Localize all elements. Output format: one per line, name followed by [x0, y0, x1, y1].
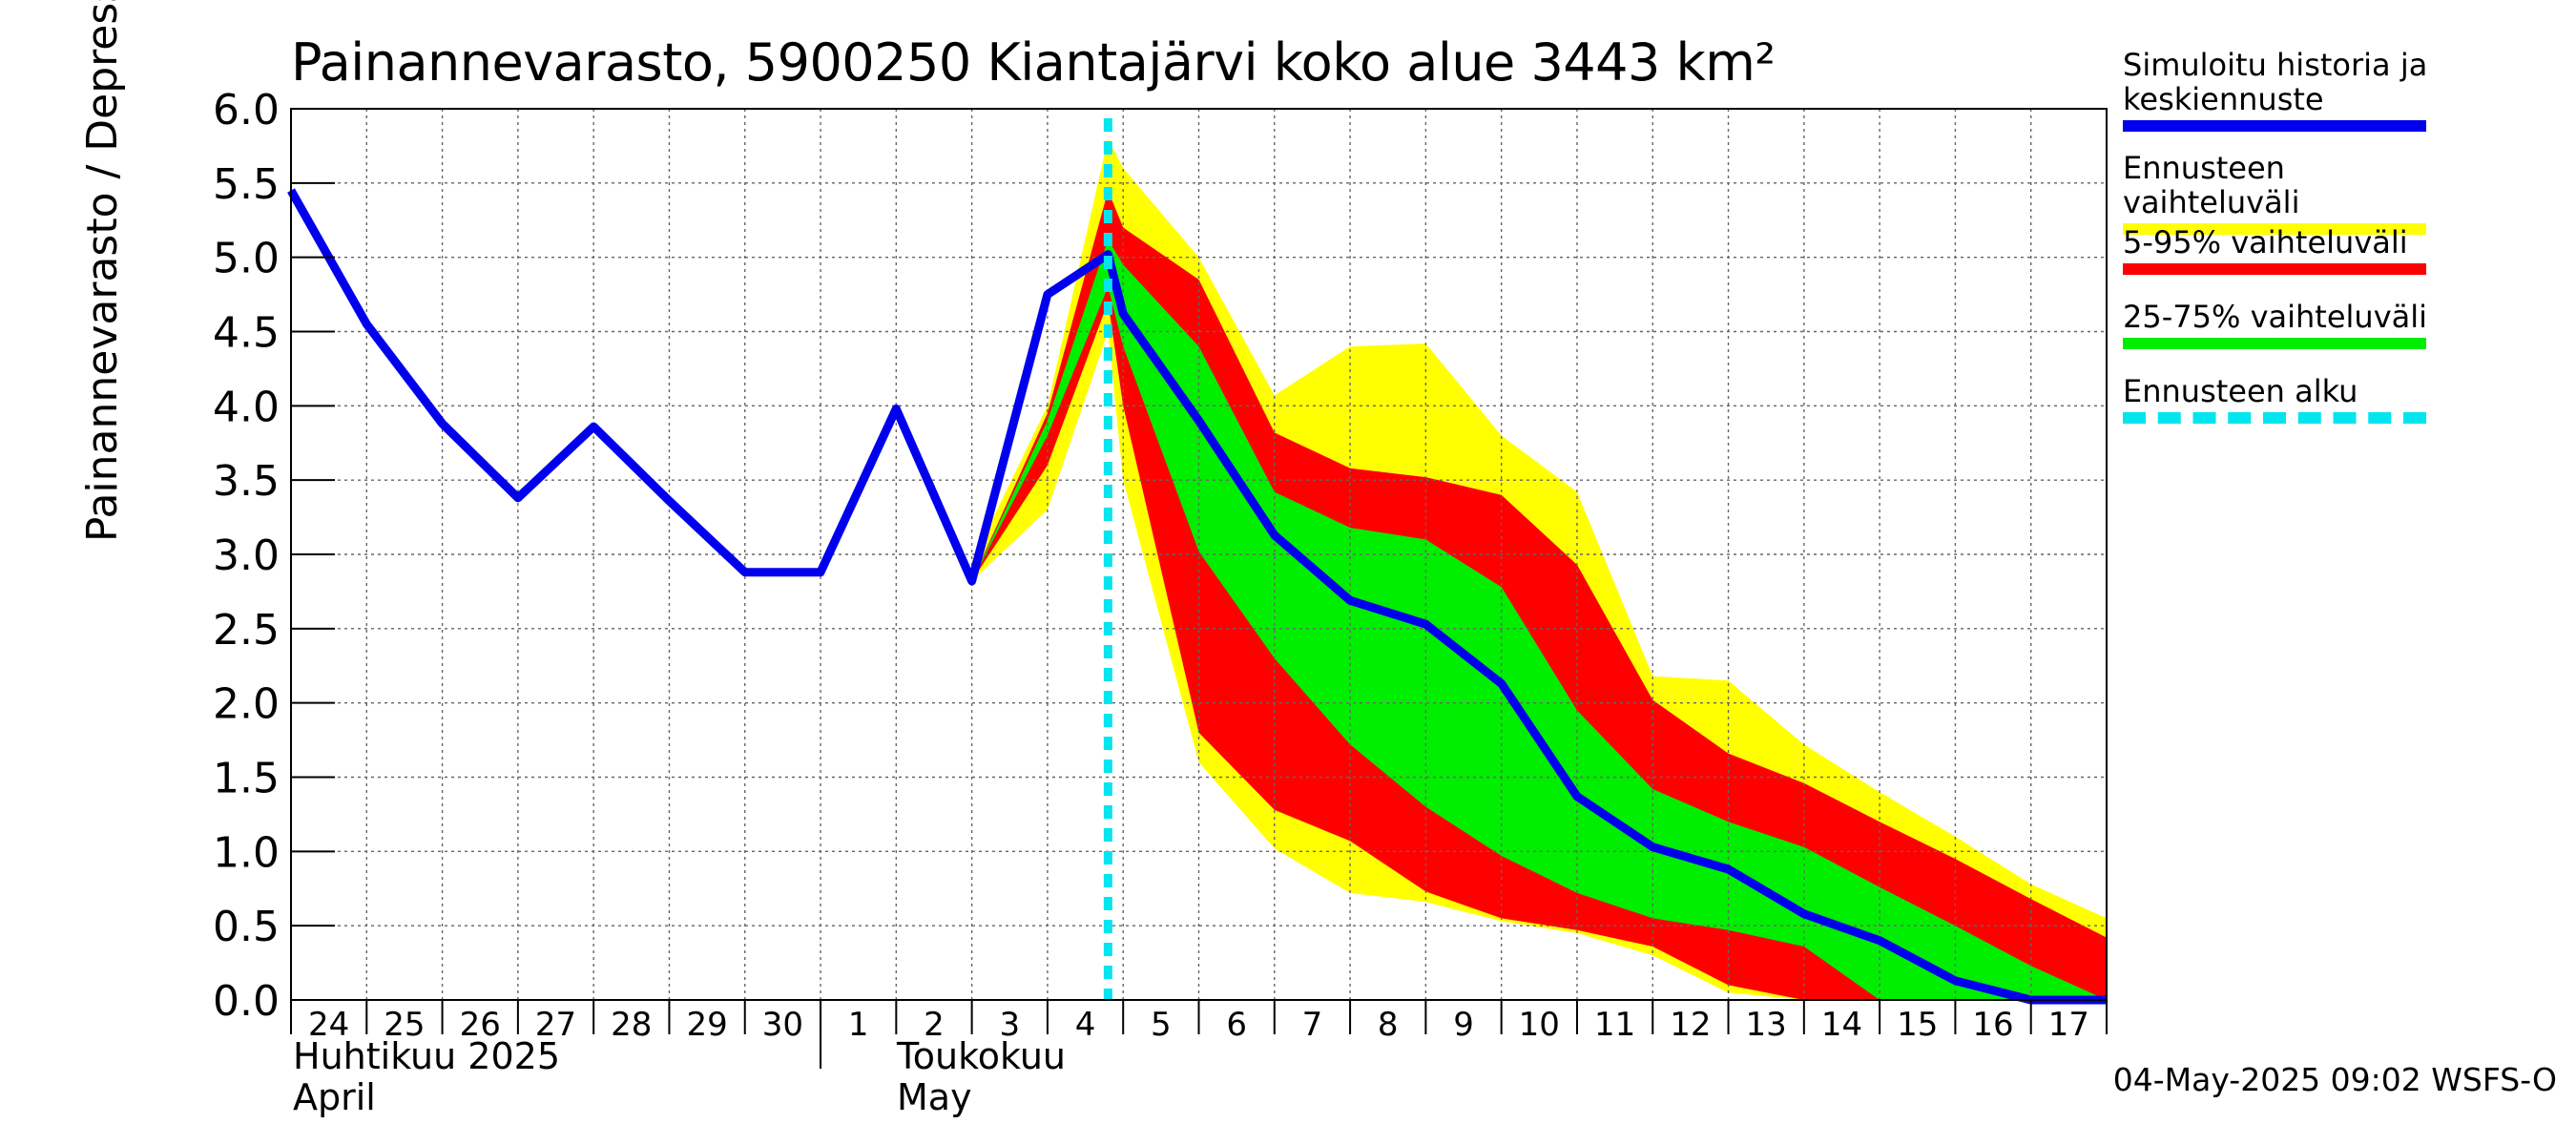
- x-tick-label: 8: [1378, 1006, 1399, 1044]
- month-label-april-fi: Huhtikuu 2025: [293, 1035, 560, 1077]
- band-5-95: [971, 190, 2107, 1001]
- grid-lines: [291, 109, 2107, 1000]
- legend-swatch-range: [2123, 223, 2426, 235]
- x-tick-label: 24: [308, 1006, 349, 1044]
- x-tick-label: 9: [1453, 1006, 1474, 1044]
- legend-label-range: Ennusteen vaihteluväli: [2123, 150, 2300, 220]
- legend-swatch-25-75: [2123, 338, 2426, 349]
- x-tick-label: 2: [924, 1006, 945, 1044]
- month-label-may-en: May: [897, 1076, 972, 1118]
- legend-item-25-75: 25-75% vaihteluväli: [2123, 300, 2447, 374]
- y-tick-label: 1.5: [213, 755, 280, 803]
- y-tick-label: 1.0: [213, 828, 280, 877]
- x-tick-label: 1: [848, 1006, 869, 1044]
- x-tick-label: 25: [384, 1006, 425, 1044]
- y-tick-label: 3.0: [213, 531, 280, 580]
- y-tick-label: 4.0: [213, 383, 280, 431]
- chart-title: Painannevarasto, 5900250 Kiantajärvi kok…: [291, 32, 1776, 93]
- x-tick-label: 29: [686, 1006, 727, 1044]
- y-tick-label: 2.0: [213, 680, 280, 729]
- x-tick-label: 11: [1594, 1006, 1635, 1044]
- series-line-mean: [287, 188, 2107, 1005]
- y-tick-label: 3.5: [213, 457, 280, 506]
- x-tick-label: 5: [1151, 1006, 1172, 1044]
- x-tick-label: 26: [460, 1006, 501, 1044]
- legend-item-5-95: 5-95% vaihteluväli: [2123, 225, 2447, 300]
- y-tick-label: 0.0: [213, 977, 280, 1026]
- legend: Simuloitu historia ja keskiennuste Ennus…: [2123, 48, 2447, 448]
- legend-swatch-forecast-start: [2123, 412, 2426, 424]
- axes: [290, 108, 2108, 1069]
- x-tick-label: 3: [999, 1006, 1020, 1044]
- y-tick-label: 0.5: [213, 903, 280, 951]
- y-tick-label: 5.5: [213, 160, 280, 209]
- month-label-april-en: April: [293, 1076, 376, 1118]
- x-tick-label: 30: [762, 1006, 803, 1044]
- y-tick-label: 5.0: [213, 235, 280, 283]
- legend-item-range: Ennusteen vaihteluväli: [2123, 150, 2447, 235]
- x-tick-label: 17: [2048, 1006, 2089, 1044]
- legend-item-forecast-start: Ennusteen alku: [2123, 374, 2447, 448]
- x-tick-label: 27: [535, 1006, 576, 1044]
- y-tick-label: 6.0: [213, 86, 280, 135]
- x-tick-label: 13: [1746, 1006, 1787, 1044]
- month-label-may-fi: Toukokuu: [897, 1035, 1066, 1077]
- legend-swatch-mean: [2123, 120, 2426, 132]
- x-tick-label: 14: [1821, 1006, 1862, 1044]
- x-tick-label: 6: [1226, 1006, 1247, 1044]
- tick-labels: 0.0 0.5 1.0 1.5 2.0 2.5 3.0 3.5 4.0 4.5 5.0 5.5 6.0 2…: [213, 86, 2089, 1044]
- x-tick-label: 15: [1897, 1006, 1938, 1044]
- x-tick-label: 12: [1670, 1006, 1711, 1044]
- mean-series: [287, 188, 2107, 1005]
- x-tick-label: 28: [611, 1006, 652, 1044]
- x-tick-label: 16: [1972, 1006, 2013, 1044]
- legend-item-mean: Simuloitu historia ja keskiennuste: [2123, 48, 2447, 151]
- footer-timestamp: 04-May-2025 09:02 WSFS-O: [2112, 1061, 2557, 1098]
- x-tick-label: 4: [1075, 1006, 1096, 1044]
- legend-label-5-95: 5-95% vaihteluväli: [2123, 224, 2408, 260]
- forecast-bands: [971, 138, 2107, 1001]
- legend-label-mean: Simuloitu historia ja keskiennuste: [2123, 47, 2428, 117]
- x-tick-label: 7: [1302, 1006, 1323, 1044]
- band-25-75: [971, 239, 2107, 1000]
- y-tick-label: 2.5: [213, 606, 280, 655]
- x-tick-label: 10: [1519, 1006, 1560, 1044]
- legend-swatch-5-95: [2123, 263, 2426, 275]
- y-axis-label: Painannevarasto / Depression storage mm: [78, 0, 127, 543]
- y-tick-label: 4.5: [213, 309, 280, 358]
- legend-label-25-75: 25-75% vaihteluväli: [2123, 299, 2428, 335]
- legend-label-forecast-start: Ennusteen alku: [2123, 373, 2358, 409]
